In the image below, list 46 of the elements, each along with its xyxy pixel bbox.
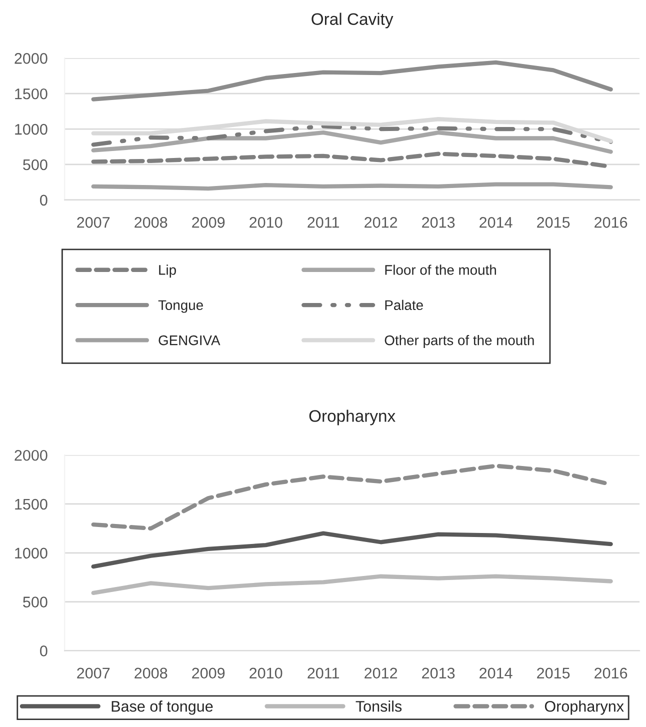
line-series [91, 124, 613, 147]
line-series [91, 531, 613, 569]
x-tick-label: 2013 [422, 216, 455, 228]
x-tick-label: 2012 [364, 216, 398, 228]
x-tick-label: 2012 [364, 668, 398, 679]
x-tick-label: 2009 [192, 668, 225, 679]
y-tick-label: 2000 [14, 53, 48, 64]
legend-label: Palate [385, 300, 423, 310]
x-tick-label: 2014 [480, 668, 512, 679]
x-tick-label: 2015 [537, 216, 570, 228]
y-tick-label: 500 [23, 159, 48, 170]
x-tick-label: 2007 [77, 216, 110, 228]
x-tick-label: 2015 [537, 668, 570, 679]
legend-label: Other parts of the mouth [384, 335, 534, 348]
x-tick-label: 2009 [192, 216, 225, 228]
y-tick-label: 0 [40, 646, 48, 656]
y-tick-label: 1000 [15, 124, 48, 135]
x-tick-label: 2013 [422, 668, 455, 679]
chart-title: Oropharynx [309, 410, 396, 426]
x-tick-label: 2016 [594, 216, 628, 228]
legend-label: Base of tongue [112, 700, 213, 715]
x-tick-label: 2014 [480, 216, 512, 228]
x-tick-label: 2008 [134, 216, 168, 228]
legend-label: Tonsils [356, 700, 402, 712]
line-series [91, 60, 613, 102]
y-tick-label: 1000 [15, 548, 48, 559]
legend-label: GENGIVA [158, 335, 220, 346]
legend-label: Tongue [158, 300, 203, 313]
legend-label: Floor of the mouth [385, 264, 496, 275]
legend-label: Lip [159, 264, 176, 278]
line-series [91, 130, 613, 154]
x-tick-label: 2007 [77, 668, 110, 679]
y-tick-label: 1500 [15, 498, 48, 510]
x-tick-label: 2011 [308, 668, 340, 679]
x-tick-label: 2010 [250, 216, 282, 228]
y-tick-label: 1500 [15, 88, 48, 100]
line-series [91, 574, 613, 596]
legend-label: Oropharynx [544, 700, 624, 715]
x-tick-label: 2010 [250, 668, 282, 679]
y-tick-label: 500 [23, 596, 48, 608]
chart-title: Oral Cavity [312, 12, 394, 28]
x-tick-label: 2011 [308, 216, 340, 228]
y-tick-label: 2000 [14, 450, 48, 461]
x-tick-label: 2016 [594, 668, 628, 679]
x-tick-label: 2008 [134, 668, 168, 679]
y-tick-label: 0 [40, 194, 48, 206]
